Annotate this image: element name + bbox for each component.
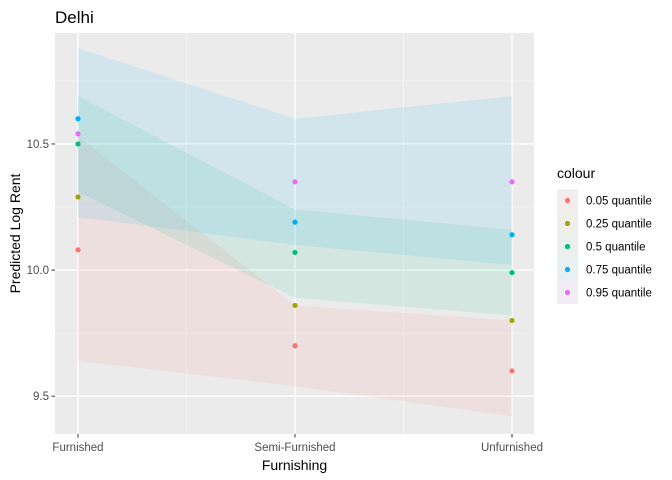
point-series-2-0 (75, 141, 81, 147)
point-series-3-0 (75, 116, 81, 122)
point-series-2-1 (292, 249, 298, 256)
point-series-0-2 (509, 368, 515, 374)
legend-key-point (564, 197, 571, 204)
legend-label: 0.5 quantile (586, 242, 645, 254)
ribbon-series-3 (78, 48, 512, 266)
point-series-4-2 (509, 179, 515, 185)
major-gridlines (55, 33, 534, 434)
legend-title: colour (557, 165, 595, 181)
y-tick-label: 9.5 (33, 391, 49, 403)
y-tick-label: 10.5 (27, 139, 49, 151)
x-tick-label: Unfurnished (481, 442, 543, 454)
point-series-1-0 (75, 194, 81, 200)
legend-key-point (564, 289, 571, 296)
ribbon-series-0 (78, 136, 512, 417)
x-tick-label: Semi-Furnished (254, 442, 335, 454)
legend-label: 0.05 quantile (586, 196, 652, 208)
ribbon-series-2 (78, 96, 512, 316)
point-series-4-1 (292, 179, 298, 185)
y-tick-label: 10.0 (27, 265, 49, 277)
legend-key-point (564, 266, 571, 273)
legend-key-point (564, 220, 571, 227)
ribbons (78, 48, 512, 417)
point-series-0-0 (75, 247, 81, 253)
legend-label: 0.95 quantile (586, 288, 652, 300)
point-series-3-2 (509, 232, 515, 238)
y-axis: 9.5 10.0 10.5 (27, 139, 55, 403)
x-tick-label: Furnished (52, 442, 103, 454)
legend-label: 0.75 quantile (586, 265, 652, 277)
legend: colour 0.05 quantile 0.25 quantile 0.5 qua… (557, 165, 652, 304)
chart-title: Delhi (55, 8, 94, 27)
x-axis-title: Furnishing (262, 457, 327, 473)
legend-label: 0.25 quantile (586, 219, 652, 231)
point-series-1-1 (292, 302, 298, 308)
y-axis-title: Predicted Log Rent (7, 173, 23, 293)
point-series-2-2 (509, 269, 515, 276)
point-series-4-0 (75, 131, 81, 137)
x-axis: Furnished Semi-Furnished Unfurnished (52, 434, 543, 454)
point-series-3-1 (292, 219, 298, 225)
point-series-0-1 (292, 343, 298, 349)
point-series-1-2 (509, 317, 515, 324)
legend-key-point (564, 243, 571, 250)
data-points (75, 116, 515, 374)
